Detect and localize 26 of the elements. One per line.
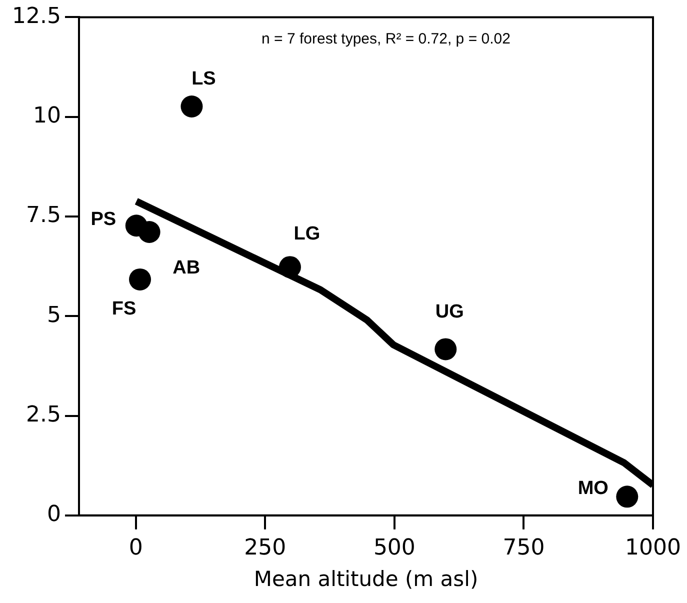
annotation: MO xyxy=(578,478,608,499)
y-tick-label: 7.5 xyxy=(26,203,61,228)
annotation: AB xyxy=(172,257,200,278)
x-tick-label: 250 xyxy=(244,535,286,560)
x-axis-title: Mean altitude (m asl) xyxy=(254,566,478,591)
point xyxy=(129,268,152,290)
point xyxy=(180,95,203,118)
x-tick-label: 0 xyxy=(128,535,143,560)
y-tick-label: 5 xyxy=(46,302,61,328)
annotation: n = 7 forest types, R² = 0.72, p = 0.02 xyxy=(262,30,510,48)
point xyxy=(138,221,160,244)
x-tick-label: 500 xyxy=(373,535,416,560)
point xyxy=(434,338,457,360)
annotation: LS xyxy=(192,68,216,90)
annotation: UG xyxy=(435,301,464,322)
y-tick-label: 10 xyxy=(32,104,61,129)
annotation: PS xyxy=(90,208,116,230)
annotation: FS xyxy=(112,298,136,320)
y-tick-label: 0 xyxy=(46,502,61,528)
point xyxy=(278,256,301,278)
x-tick-label: 1000 xyxy=(625,535,682,560)
x-tick-label: 750 xyxy=(502,535,545,560)
y-tick-label: 2.5 xyxy=(26,402,61,428)
y-tick-label: 12.5 xyxy=(12,4,61,29)
annotation: LG xyxy=(294,223,320,244)
point xyxy=(616,486,638,508)
